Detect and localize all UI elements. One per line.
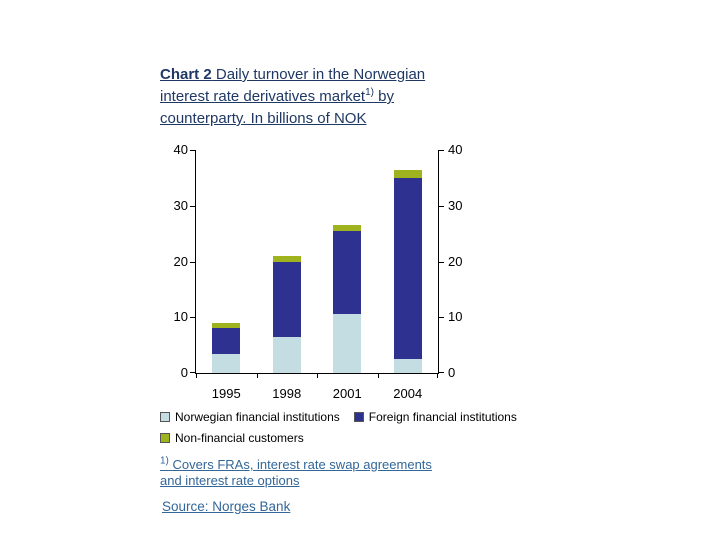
y-axis-tick <box>439 261 444 263</box>
x-axis-label: 2001 <box>332 386 362 401</box>
y-axis-tick <box>190 317 195 319</box>
footnote-ref: 1) <box>160 455 169 467</box>
bar-1998 <box>272 255 301 373</box>
x-axis-tick <box>317 373 318 378</box>
legend: Norwegian financial institutions Foreign… <box>160 410 560 445</box>
bar-segment <box>333 225 362 231</box>
chart-title-line2-end: by <box>373 88 394 105</box>
chart-title-line1: Daily turnover in the Norwegian <box>211 66 426 83</box>
x-axis-tick <box>256 373 258 378</box>
chart-title-line3: counterparty. In billions of NOK <box>160 110 367 127</box>
legend-key-swatch <box>160 412 170 422</box>
bar-segment <box>393 359 422 373</box>
bar-segment <box>393 169 422 178</box>
bar-segment <box>333 314 362 373</box>
legend-item-foreign-financial-institutions: Foreign financial institutions <box>353 410 517 424</box>
bar-segment <box>272 261 301 337</box>
x-axis-label: 2004 <box>393 386 423 401</box>
x-axis-tick <box>196 373 197 378</box>
y-axis-tick <box>190 150 195 151</box>
y-axis-label: 30 <box>448 197 463 213</box>
plot-area: 0 0 10 10 20 20 30 30 40 40 1995 1998 2001 2004 <box>174 142 463 401</box>
y-axis-tick <box>439 205 444 207</box>
chart-title: Chart 2 Daily turnover in the Norwegian … <box>160 64 505 130</box>
x-axis-label: 1995 <box>211 386 241 401</box>
legend-key-swatch <box>353 412 364 422</box>
y-axis-label: 0 <box>180 365 188 380</box>
legend-item-norwegian-financial-institutions: Norwegian financial institutions <box>160 410 340 424</box>
y-axis-label: 10 <box>448 309 463 325</box>
legend-item-non-financial-customers: Non-financial customers <box>160 431 304 445</box>
bar-segment <box>393 177 422 360</box>
legend-label: Foreign financial institutions <box>368 410 517 424</box>
legend-key-swatch <box>160 433 170 443</box>
y-axis-label: 10 <box>173 309 188 325</box>
source: Source: Norges Bank <box>162 499 291 514</box>
y-axis-label: 20 <box>448 253 463 269</box>
y-axis-label: 40 <box>173 142 188 157</box>
chart-title-line2: interest rate derivatives market <box>160 88 366 105</box>
bar-1995 <box>212 322 241 373</box>
y-axis-tick <box>190 205 195 207</box>
x-axis-tick <box>437 373 438 378</box>
y-axis-tick <box>439 150 444 151</box>
bar-segment <box>272 255 301 262</box>
bar-segment <box>212 353 241 373</box>
y-axis-label: 20 <box>173 253 188 269</box>
footnote: 1) Covers FRAs, interest rate swap agree… <box>160 455 480 489</box>
bar-2001 <box>333 225 362 373</box>
y-axis-tick <box>439 372 444 373</box>
bar-segment <box>272 336 301 373</box>
y-axis-tick <box>190 372 195 373</box>
x-axis-tick <box>377 373 379 378</box>
bar-segment <box>212 322 241 329</box>
footnote-line1: Covers FRAs, interest rate swap agreemen… <box>172 457 432 472</box>
legend-label: Non-financial customers <box>175 431 304 445</box>
x-axis-label: 1998 <box>272 386 302 401</box>
y-axis-label: 30 <box>173 197 188 213</box>
y-axis-tick <box>190 261 195 263</box>
legend-label: Norwegian financial institutions <box>175 410 340 424</box>
bar-segment <box>333 230 362 315</box>
footnote-line2: and interest rate options <box>160 473 300 488</box>
bar-segment <box>212 328 241 354</box>
y-axis-label: 40 <box>448 142 463 157</box>
bar-2004 <box>393 169 422 373</box>
chart-title-footnote-ref: 1) <box>365 87 374 98</box>
y-axis-tick <box>439 317 444 319</box>
y-axis-label: 0 <box>448 365 456 380</box>
chart-title-number: Chart 2 <box>160 66 212 83</box>
